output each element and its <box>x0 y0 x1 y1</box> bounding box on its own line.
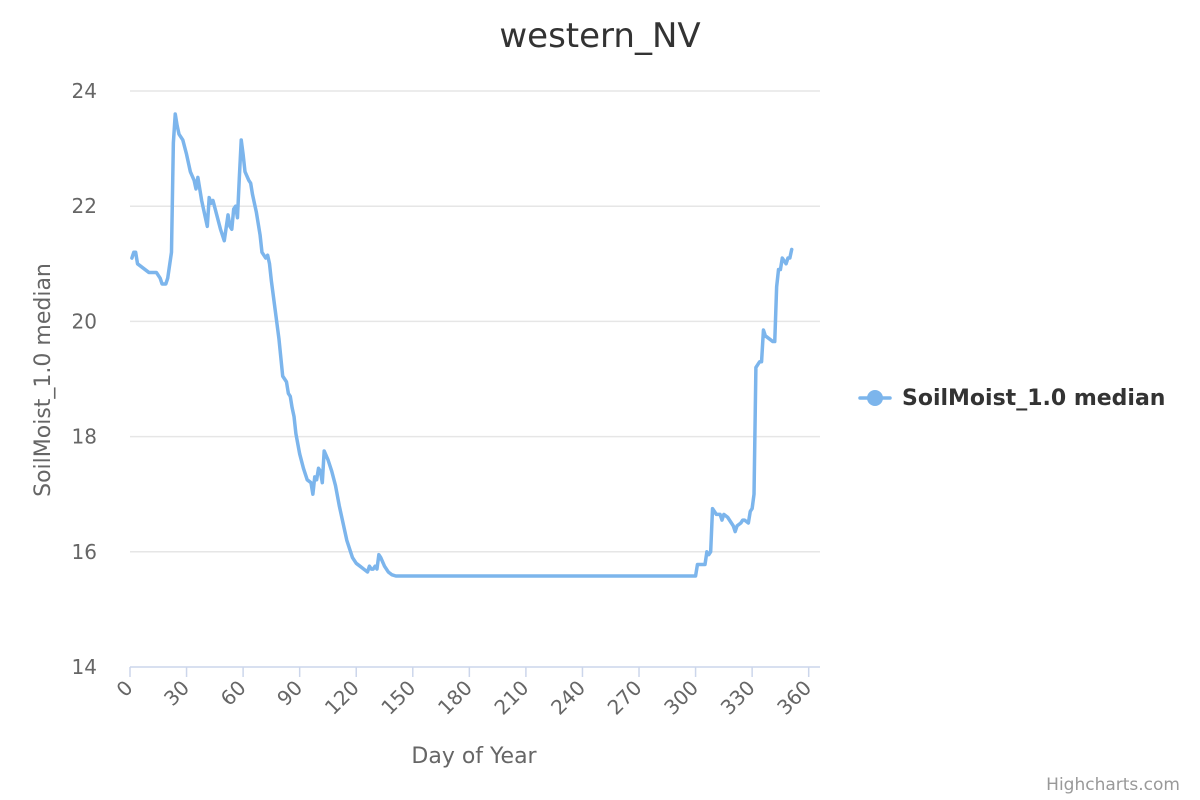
y-tick-label: 18 <box>72 425 97 449</box>
y-tick-label: 20 <box>72 309 97 333</box>
grid-lines <box>130 90 820 553</box>
legend-circle-icon <box>867 390 883 406</box>
chart-title: western_NV <box>499 16 700 56</box>
y-tick-label: 24 <box>72 79 97 103</box>
y-tick-label: 16 <box>72 540 97 564</box>
series-line[interactable] <box>130 112 794 578</box>
credits-link[interactable]: Highcharts.com <box>1046 775 1180 795</box>
x-axis-title: Day of Year <box>411 744 537 769</box>
y-tick-label: 14 <box>72 655 97 679</box>
series-layer <box>130 112 794 578</box>
legend[interactable]: SoilMoist_1.0 median <box>858 386 1165 411</box>
y-axis-ticks: 14 16 18 20 22 24 <box>72 79 97 679</box>
y-tick-label: 22 <box>72 194 97 218</box>
legend-item-label[interactable]: SoilMoist_1.0 median <box>902 386 1165 411</box>
y-axis-title: SoilMoist_1.0 median <box>31 263 56 497</box>
